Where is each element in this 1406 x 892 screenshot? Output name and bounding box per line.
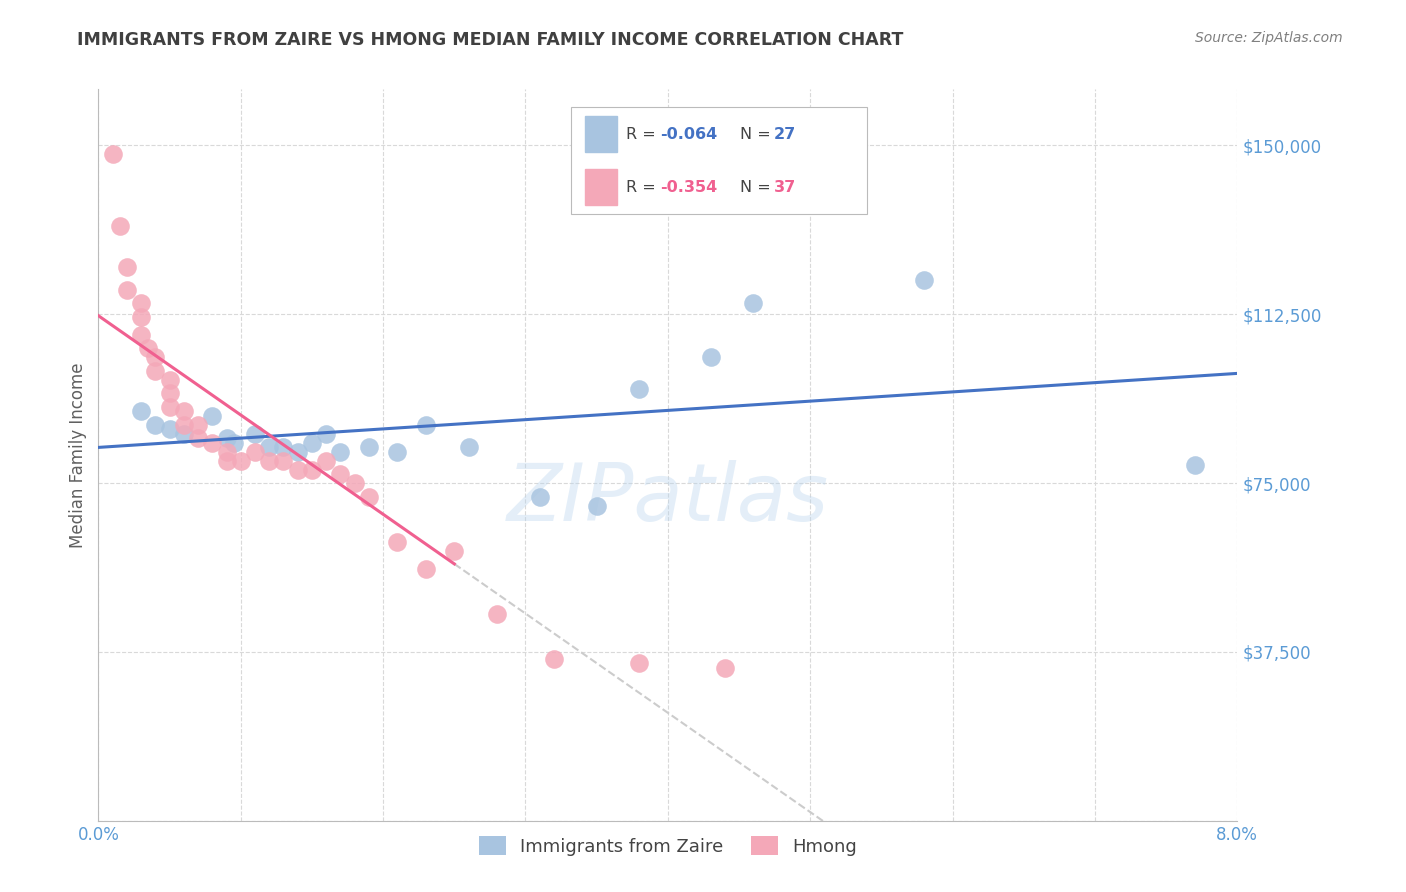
Point <box>136 341 159 355</box>
Point <box>108 219 131 234</box>
Text: -0.064: -0.064 <box>659 127 717 142</box>
Text: ZIPatlas: ZIPatlas <box>506 459 830 538</box>
Text: R =: R = <box>626 179 661 194</box>
Point <box>159 400 181 414</box>
Point <box>273 453 295 467</box>
Text: R =: R = <box>626 127 661 142</box>
Point <box>357 490 380 504</box>
Point <box>159 386 181 401</box>
Point <box>129 310 152 324</box>
Point <box>115 283 138 297</box>
Point <box>229 453 252 467</box>
Point <box>273 440 295 454</box>
Point <box>343 476 366 491</box>
Point <box>387 444 409 458</box>
Point <box>443 543 465 558</box>
Point <box>912 273 935 287</box>
Text: N =: N = <box>740 179 776 194</box>
Point <box>201 435 224 450</box>
Point <box>201 409 224 423</box>
Point <box>714 660 737 674</box>
Point <box>486 607 509 621</box>
Point <box>1184 458 1206 472</box>
Point <box>115 260 138 274</box>
Text: Source: ZipAtlas.com: Source: ZipAtlas.com <box>1195 31 1343 45</box>
Point <box>628 382 651 396</box>
Point <box>387 534 409 549</box>
Point <box>259 440 281 454</box>
Point <box>329 444 352 458</box>
Point <box>173 417 195 432</box>
Point <box>173 426 195 441</box>
Point <box>287 444 309 458</box>
Point <box>529 490 551 504</box>
Point <box>159 372 181 386</box>
Point <box>457 440 479 454</box>
Point <box>357 440 380 454</box>
Point <box>145 350 167 364</box>
Point <box>243 444 266 458</box>
Point <box>129 296 152 310</box>
FancyBboxPatch shape <box>571 108 868 213</box>
Point <box>315 453 337 467</box>
Point <box>215 453 238 467</box>
Point <box>215 431 238 445</box>
Point <box>415 561 437 575</box>
Text: 37: 37 <box>773 179 796 194</box>
Point <box>187 431 209 445</box>
Point <box>415 417 437 432</box>
Point <box>315 426 337 441</box>
Legend: Immigrants from Zaire, Hmong: Immigrants from Zaire, Hmong <box>471 829 865 863</box>
Point <box>145 363 167 377</box>
Y-axis label: Median Family Income: Median Family Income <box>69 362 87 548</box>
Point <box>259 453 281 467</box>
Point <box>287 462 309 476</box>
Text: 27: 27 <box>773 127 796 142</box>
Point <box>187 417 209 432</box>
Point <box>159 422 181 436</box>
Point <box>543 651 565 665</box>
Point <box>129 327 152 342</box>
Point <box>129 404 152 418</box>
Point <box>222 435 245 450</box>
Point <box>329 467 352 481</box>
Point <box>145 417 167 432</box>
Text: N =: N = <box>740 127 776 142</box>
Bar <box>585 169 617 204</box>
Point <box>215 444 238 458</box>
Point <box>301 435 323 450</box>
Point <box>243 426 266 441</box>
Bar <box>585 117 617 152</box>
Point <box>699 350 721 364</box>
Point <box>628 656 651 670</box>
Text: IMMIGRANTS FROM ZAIRE VS HMONG MEDIAN FAMILY INCOME CORRELATION CHART: IMMIGRANTS FROM ZAIRE VS HMONG MEDIAN FA… <box>77 31 904 49</box>
Text: -0.354: -0.354 <box>659 179 717 194</box>
Point <box>301 462 323 476</box>
Point <box>101 147 124 161</box>
Point <box>173 404 195 418</box>
Point <box>742 296 765 310</box>
Point <box>585 499 607 513</box>
